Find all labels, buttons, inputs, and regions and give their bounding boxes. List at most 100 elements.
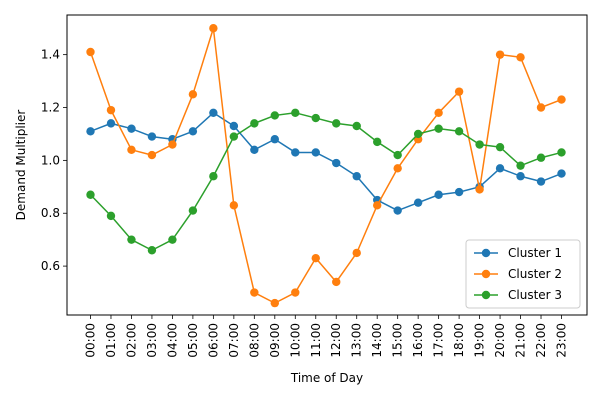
x-tick-label: 18:00: [452, 323, 466, 358]
legend-item: Cluster 2: [474, 267, 562, 281]
data-point: [454, 87, 464, 96]
x-tick-label: 02:00: [124, 323, 138, 358]
x-axis-ticks: 00:00 01:00 02:00 03:00 04:00 05:00 06:00 07:00…: [84, 315, 569, 358]
y-tick-label: 1.0: [41, 153, 60, 167]
x-tick-label: 12:00: [329, 323, 343, 358]
data-point: [495, 142, 505, 152]
data-point: [106, 119, 116, 128]
data-point: [352, 248, 361, 258]
data-point: [250, 145, 259, 154]
x-tick-label: 19:00: [473, 323, 487, 358]
legend-item: Cluster 1: [474, 246, 562, 260]
data-point: [373, 201, 382, 210]
data-point: [147, 246, 157, 255]
data-point: [536, 177, 546, 186]
legend-box: [465, 239, 581, 309]
data-point: [393, 206, 402, 215]
data-point: [209, 24, 218, 33]
series-1: [86, 108, 566, 215]
y-tick-label: 0.6: [41, 259, 60, 273]
y-tick-label: 1.2: [41, 101, 60, 115]
data-point: [270, 298, 279, 308]
x-tick-label: 05:00: [186, 323, 200, 358]
data-point: [454, 187, 464, 197]
data-point: [557, 169, 566, 178]
plot-frame: [66, 14, 588, 316]
x-tick-label: 07:00: [227, 323, 241, 358]
data-point: [250, 119, 259, 128]
data-point: [106, 211, 116, 221]
data-point: [495, 50, 505, 59]
x-tick-label: 16:00: [411, 323, 425, 358]
data-point: [475, 140, 484, 149]
data-point: [516, 161, 525, 170]
data-point: [536, 103, 546, 112]
legend-item: Cluster 3: [474, 288, 562, 302]
data-point: [434, 108, 443, 118]
data-point: [127, 145, 136, 154]
data-point: [188, 206, 198, 215]
data-point: [434, 190, 443, 199]
x-tick-label: 04:00: [165, 323, 179, 358]
data-point: [229, 121, 239, 131]
data-point: [557, 95, 566, 104]
x-tick-label: 14:00: [370, 323, 384, 358]
x-tick-label: 08:00: [247, 323, 261, 358]
legend-swatch-marker: [481, 269, 491, 279]
data-point: [188, 90, 198, 99]
data-point: [168, 140, 177, 149]
x-tick-label: 10:00: [288, 323, 302, 358]
data-point: [352, 172, 361, 181]
data-point: [475, 185, 484, 194]
x-tick-label: 23:00: [555, 323, 569, 358]
x-tick-label: 09:00: [268, 323, 282, 358]
data-point: [86, 190, 95, 199]
series-2: [86, 24, 566, 308]
legend-label: Cluster 1: [508, 246, 562, 260]
data-point: [250, 288, 259, 297]
data-point: [332, 158, 341, 168]
x-tick-label: 21:00: [514, 323, 528, 358]
data-point: [106, 105, 116, 115]
data-point: [270, 135, 279, 144]
data-point: [291, 108, 300, 118]
data-point: [332, 119, 341, 128]
legend: Cluster 1 Cluster 2 Cluster 3: [465, 239, 581, 309]
data-point: [393, 164, 402, 173]
data-point: [413, 129, 423, 139]
data-point: [147, 132, 157, 141]
data-point: [147, 150, 157, 160]
data-point: [86, 47, 95, 57]
data-point: [168, 235, 177, 244]
legend-swatch-marker: [481, 290, 491, 300]
series-line: [90, 112, 562, 212]
x-tick-label: 11:00: [309, 323, 323, 358]
data-point: [434, 124, 443, 133]
y-tick-label: 0.8: [41, 206, 60, 220]
data-point: [229, 201, 239, 210]
legend-label: Cluster 2: [508, 267, 562, 281]
data-point: [127, 124, 136, 133]
data-point: [495, 164, 505, 173]
x-axis-label: Time of Day: [290, 371, 363, 385]
data-point: [393, 150, 402, 160]
x-tick-label: 06:00: [206, 323, 220, 358]
data-point: [86, 127, 95, 136]
x-tick-label: 03:00: [145, 323, 159, 358]
x-tick-label: 22:00: [534, 323, 548, 358]
data-point: [557, 148, 566, 157]
data-point: [454, 127, 464, 136]
y-axis-ticks: 0.6 0.8 1.0 1.2 1.4: [41, 48, 67, 273]
x-tick-label: 13:00: [350, 323, 364, 358]
data-point: [373, 137, 382, 147]
x-tick-label: 20:00: [493, 323, 507, 358]
data-point: [311, 148, 320, 157]
data-point: [188, 127, 198, 136]
data-point: [536, 153, 546, 162]
y-axis-label: Demand Multiplier: [14, 110, 28, 221]
data-point: [352, 121, 361, 131]
data-point: [291, 288, 300, 297]
plot-area: [86, 24, 566, 308]
